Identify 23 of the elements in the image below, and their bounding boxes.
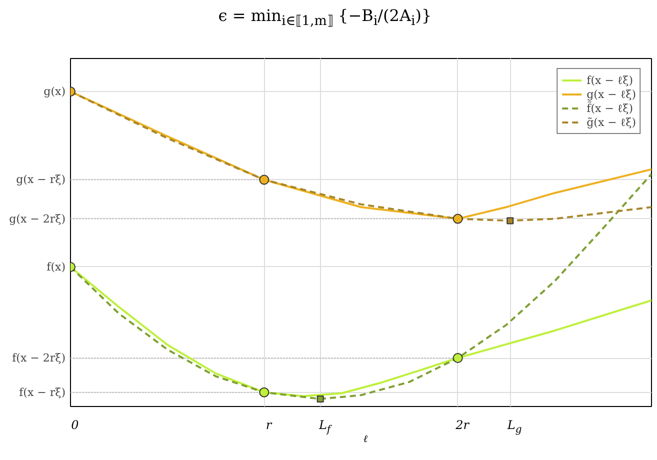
x-tick-label: r <box>266 417 272 434</box>
legend-label: f(x − ℓξ) <box>586 73 634 87</box>
point <box>506 217 514 224</box>
chart-title: ϵ = min$_{i∈⟦1,m⟧}$ {−B$_{i}$/(2A$_{i}$)} <box>217 5 433 32</box>
point <box>259 174 270 185</box>
legend-label: f̃(x − ℓξ) <box>586 101 634 115</box>
annotation: f(x − 2rξ) <box>12 352 66 364</box>
point <box>452 353 463 363</box>
legend-label: g(x − ℓξ) <box>586 87 636 101</box>
annotation: g(x) <box>44 85 66 98</box>
annotation: g(x − 2rξ) <box>9 212 66 226</box>
x-tick-label: 0 <box>71 417 79 434</box>
point <box>259 387 270 398</box>
annotation: g(x − rξ) <box>16 173 66 186</box>
x-axis-title: ℓ <box>363 433 368 447</box>
x-tick-label: L$_{g}$ <box>507 417 522 438</box>
x-tick-label: L$_{f}$ <box>318 417 331 438</box>
point <box>452 214 463 224</box>
annotation: f(x − rξ) <box>19 386 66 399</box>
annotation: f(x) <box>46 260 66 274</box>
x-tick-label: 2r <box>456 417 469 434</box>
legend-label: g̃(x − ℓξ) <box>586 115 636 129</box>
point <box>316 395 324 402</box>
